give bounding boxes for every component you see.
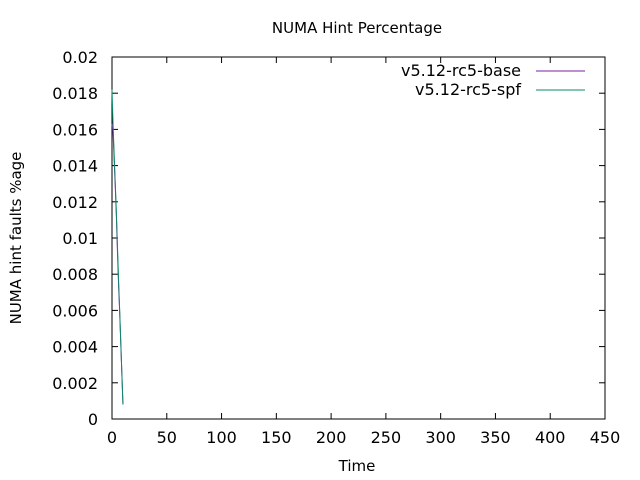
x-tick-label: 250	[371, 428, 402, 447]
x-tick-label: 0	[107, 428, 117, 447]
legend-label-1: v5.12-rc5-spf	[415, 80, 521, 99]
x-tick-label: 50	[157, 428, 177, 447]
y-tick-label: 0.008	[52, 265, 98, 284]
axis-ticks: 0 50 100 150 200 250 300 350 400 450 0 0.002 0.004 0.…	[52, 48, 620, 447]
x-axis-label: Time	[338, 457, 376, 475]
legend-label-0: v5.12-rc5-base	[401, 61, 521, 80]
x-tick-label: 450	[590, 428, 621, 447]
x-tick-label: 350	[480, 428, 511, 447]
y-tick-label: 0.02	[62, 48, 98, 67]
x-tick-label: 100	[206, 428, 237, 447]
y-tick-label: 0.004	[52, 338, 98, 357]
x-tick-label: 200	[316, 428, 347, 447]
x-tick-label: 300	[425, 428, 456, 447]
y-tick-label: 0.002	[52, 374, 98, 393]
y-tick-label: 0.012	[52, 193, 98, 212]
plot-frame	[111, 56, 606, 420]
y-tick-label: 0.016	[52, 120, 98, 139]
y-tick-label: 0.014	[52, 157, 98, 176]
y-axis-label: NUMA hint faults %age	[7, 152, 25, 325]
x-tick-label: 400	[535, 428, 566, 447]
chart-title: NUMA Hint Percentage	[272, 19, 442, 37]
y-tick-label: 0	[88, 410, 98, 429]
y-tick-label: 0.01	[62, 229, 98, 248]
series-line-1	[111, 89, 124, 405]
y-tick-label: 0.006	[52, 301, 98, 320]
series-group	[111, 89, 124, 405]
x-tick-label: 150	[261, 428, 292, 447]
y-tick-label: 0.018	[52, 84, 98, 103]
